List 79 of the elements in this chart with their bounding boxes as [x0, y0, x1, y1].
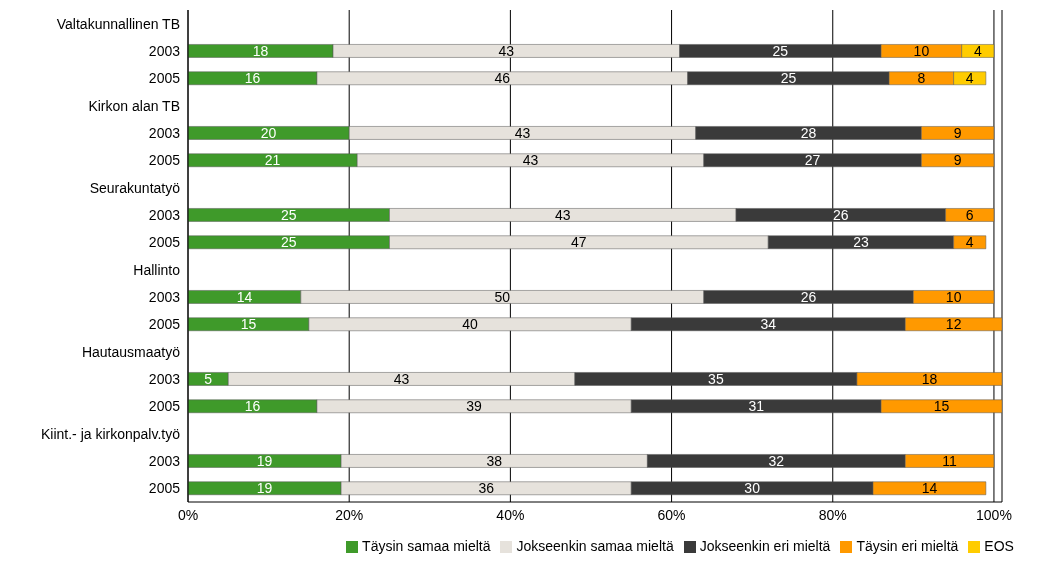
data-label: 38 [486, 452, 503, 469]
data-label: 9 [953, 152, 962, 169]
x-tick-label: 100% [976, 506, 1012, 523]
x-tick-label: 40% [496, 506, 525, 523]
legend-label: Jokseenkin samaa mieltä [516, 538, 674, 554]
y-tick-label: 2005 [148, 152, 181, 169]
data-label: 16 [244, 70, 261, 87]
x-tick-label: 20% [335, 506, 364, 523]
y-tick-label: Hallinto [133, 261, 181, 278]
data-label: 10 [913, 42, 930, 59]
data-label: 43 [522, 152, 539, 169]
data-label: 23 [853, 234, 869, 251]
y-tick-label: 2005 [148, 70, 181, 87]
x-tick-label: 60% [657, 506, 686, 523]
y-tick-label: Valtakunnallinen TB [56, 15, 180, 32]
data-label: 36 [478, 480, 495, 497]
data-label: 25 [280, 234, 297, 251]
data-label: 16 [244, 398, 261, 415]
data-label: 32 [768, 452, 785, 469]
data-label: 9 [953, 124, 962, 141]
y-tick-label: 2005 [148, 480, 181, 497]
data-label: 14 [921, 480, 938, 497]
y-tick-label: 2003 [148, 42, 181, 59]
data-label: 43 [554, 206, 571, 223]
data-label: 28 [800, 124, 817, 141]
data-label: 34 [760, 316, 777, 333]
data-label: 46 [494, 70, 511, 87]
data-label: 14 [236, 288, 253, 305]
data-label: 20 [260, 124, 277, 141]
data-label: 18 [921, 370, 938, 387]
y-tick-label: 2005 [148, 398, 181, 415]
data-label: 18 [252, 42, 269, 59]
data-label: 35 [708, 370, 724, 387]
y-tick-label: Hautausmaatyö [81, 343, 181, 360]
data-label: 5 [204, 370, 213, 387]
y-tick-label: Kiint.- ja kirkonpalv.työ [40, 425, 181, 442]
data-label: 39 [466, 398, 483, 415]
data-label: 25 [780, 70, 797, 87]
legend-label: Täysin eri mieltä [856, 538, 959, 554]
data-label: 27 [804, 152, 821, 169]
legend-label: Täysin samaa mieltä [362, 538, 491, 554]
data-label: 47 [571, 234, 587, 251]
data-label: 6 [965, 206, 974, 223]
data-label: 12 [945, 316, 962, 333]
data-label: 4 [973, 42, 982, 59]
y-tick-label: 2003 [148, 370, 181, 387]
y-tick-label: 2003 [148, 288, 181, 305]
data-label: 26 [800, 288, 817, 305]
data-label: 15 [240, 316, 257, 333]
x-tick-label: 0% [177, 506, 199, 523]
data-label: 31 [748, 398, 765, 415]
y-tick-label: 2005 [148, 234, 181, 251]
data-label: 10 [945, 288, 962, 305]
y-tick-label: 2003 [148, 452, 181, 469]
y-tick-label: 2003 [148, 124, 181, 141]
legend-label: Jokseenkin eri mieltä [699, 538, 831, 554]
y-tick-label: Kirkon alan TB [88, 97, 180, 114]
data-label: 15 [933, 398, 950, 415]
data-label: 40 [462, 316, 479, 333]
y-tick-label: Seurakuntatyö [89, 179, 181, 196]
legend-label: EOS [984, 538, 1014, 554]
data-label: 11 [942, 452, 958, 469]
data-label: 26 [833, 206, 849, 223]
data-label: 43 [393, 370, 410, 387]
data-label: 43 [498, 42, 515, 59]
data-label: 4 [965, 70, 974, 87]
y-tick-label: 2005 [148, 316, 181, 333]
data-label: 8 [917, 70, 926, 87]
data-label: 19 [256, 480, 273, 497]
data-label: 30 [744, 480, 761, 497]
data-label: 43 [514, 124, 531, 141]
data-label: 21 [264, 152, 281, 169]
data-label: 19 [256, 452, 273, 469]
data-label: 25 [772, 42, 789, 59]
data-label: 4 [965, 234, 974, 251]
x-tick-label: 80% [818, 506, 847, 523]
data-label: 50 [494, 288, 511, 305]
data-label: 25 [280, 206, 297, 223]
y-tick-label: 2003 [148, 206, 181, 223]
